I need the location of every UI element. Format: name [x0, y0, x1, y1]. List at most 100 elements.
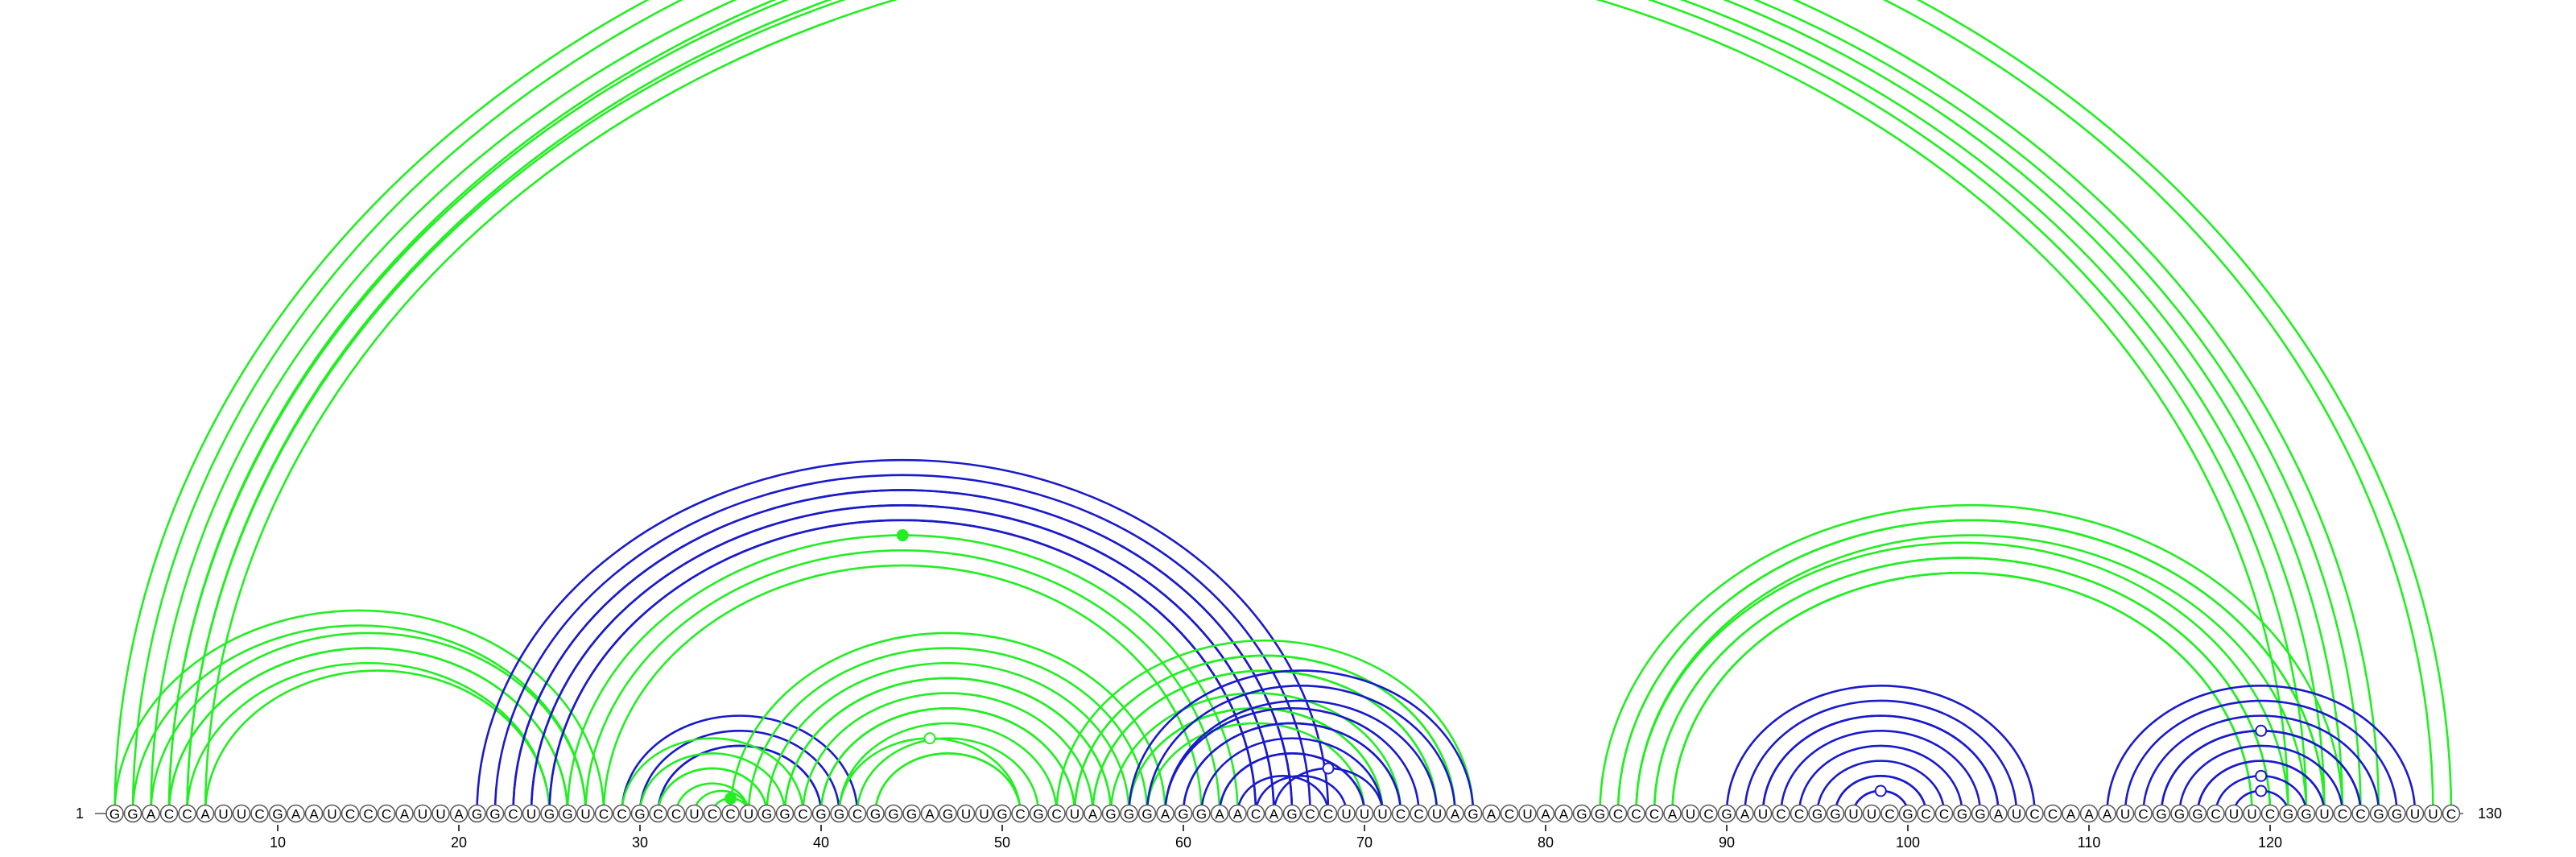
nucleotide-letter: G [1286, 807, 1297, 822]
nucleotide-circle [1953, 804, 1971, 823]
nucleotide-circle [1898, 804, 1918, 823]
nucleotide-circle [1265, 804, 1283, 823]
nucleotide-letter: G [109, 807, 120, 822]
nucleotide-letter: G [1141, 807, 1152, 822]
nucleotide-circle [2043, 804, 2062, 823]
nucleotide-letter: C [1251, 807, 1261, 822]
nucleotide: A [1989, 804, 2008, 823]
nucleotide-circle [1355, 804, 1374, 823]
base-pair-arc [2196, 760, 2326, 814]
tick-label: 30 [632, 834, 648, 851]
nucleotide-circle [1699, 804, 1718, 823]
nucleotide-letter: C [363, 807, 373, 822]
nucleotide-circle [1608, 804, 1628, 823]
nucleotide-letter: C [1015, 807, 1025, 822]
nucleotide: U [431, 804, 450, 823]
nucleotide: U [1862, 804, 1881, 823]
nucleotide-circle [1301, 804, 1319, 823]
nucleotide-circle [522, 804, 541, 823]
nucleotide-letter: U [526, 807, 536, 822]
nucleotide: A [1663, 804, 1682, 823]
nucleotide: C [2260, 804, 2280, 823]
base-pair-arc [1073, 654, 1456, 814]
base-pair-arc [602, 564, 1203, 814]
nucleotide-letter: C [164, 807, 174, 822]
nucleotide: A [449, 804, 469, 823]
nucleotide: C [1772, 804, 1790, 823]
nucleotide: A [1210, 804, 1229, 823]
nucleotide-letter: U [1848, 807, 1858, 822]
nucleotide: G [939, 804, 957, 823]
nucleotide: A [1156, 804, 1174, 823]
nucleotide-letter: G [943, 807, 953, 822]
nucleotide: G [123, 804, 142, 823]
nucleotide: U [1427, 804, 1447, 823]
nucleotide-letter: G [870, 807, 881, 822]
nucleotide-circle [884, 804, 903, 823]
nucleotide-circle [214, 804, 233, 823]
nucleotide-circle [1410, 804, 1428, 823]
tick-label: 100 [1896, 834, 1920, 851]
nucleotide-circle [359, 804, 378, 823]
nucleotide-circle [540, 804, 559, 823]
nucleotide: C [794, 804, 812, 823]
nucleotide-letter: C [254, 807, 264, 822]
nucleotide-circle [1681, 804, 1700, 823]
nucleotide: G [1192, 804, 1211, 823]
base-pair-arc [856, 737, 1040, 814]
nucleotide: U [214, 804, 233, 823]
nucleotide: G [2369, 804, 2388, 823]
arc-apex-marker [1874, 785, 1887, 797]
nucleotide-circle [1518, 804, 1537, 823]
nucleotide-letter: U [327, 807, 336, 822]
nucleotide-letter: U [2319, 807, 2329, 822]
base-pair-arc [1236, 775, 1330, 814]
base-pair-arc [1616, 519, 2326, 814]
nucleotide: C [649, 804, 667, 823]
nucleotide-letter: U [2428, 807, 2438, 822]
nucleotide-letter: A [1215, 807, 1224, 822]
nucleotide-circle [1572, 804, 1591, 823]
nucleotide-letter: U [218, 807, 228, 822]
nucleotide-letter: U [436, 807, 445, 822]
arc-apex-marker [2255, 724, 2268, 737]
nucleotide-circle [1934, 804, 1954, 823]
base-pair-arc [2124, 699, 2398, 814]
nucleotide-letter: U [1341, 807, 1351, 822]
base-pair-arc [1798, 744, 1963, 814]
nucleotide: A [142, 804, 160, 823]
nucleotide: C [1319, 804, 1338, 823]
nucleotide-circle [630, 804, 650, 823]
nucleotide-circle [1482, 804, 1501, 823]
nucleotide: C [359, 804, 378, 823]
tick-label: 60 [1175, 834, 1191, 851]
nucleotide-letter: C [1649, 807, 1659, 822]
nucleotide-circle [1137, 804, 1157, 823]
nucleotide-circle [413, 804, 432, 823]
nucleotide-letter: G [634, 807, 645, 822]
nucleotide-letter: G [1721, 807, 1732, 822]
nucleotide-letter: C [1396, 807, 1406, 822]
arc-apex-marker [2255, 769, 2268, 782]
base-pair-arc [131, 624, 587, 814]
nucleotide-circle [341, 804, 360, 823]
nucleotide: U [975, 804, 993, 823]
nucleotide-circle [1500, 804, 1519, 823]
nucleotide-letter: U [1432, 807, 1442, 822]
base-pair-arc [2178, 744, 2344, 814]
nucleotide-letter: G [1957, 807, 1967, 822]
nucleotide-letter: U [2229, 807, 2239, 822]
nucleotide: C [178, 804, 196, 823]
base-pair-arc [1254, 775, 1348, 814]
nucleotide-circle [848, 804, 867, 823]
nucleotide: G [105, 804, 124, 823]
nucleotide-letter: G [834, 807, 844, 822]
base-pair-arc [512, 489, 1294, 814]
nucleotide-circle [377, 804, 396, 823]
nucleotide-letter: C [345, 807, 355, 822]
nucleotide: C [1246, 804, 1265, 823]
nucleotide-circle [2116, 804, 2135, 823]
nucleotide: C [1645, 804, 1664, 823]
nucleotide-circle [1210, 804, 1229, 823]
base-pair-arc [819, 706, 1076, 814]
